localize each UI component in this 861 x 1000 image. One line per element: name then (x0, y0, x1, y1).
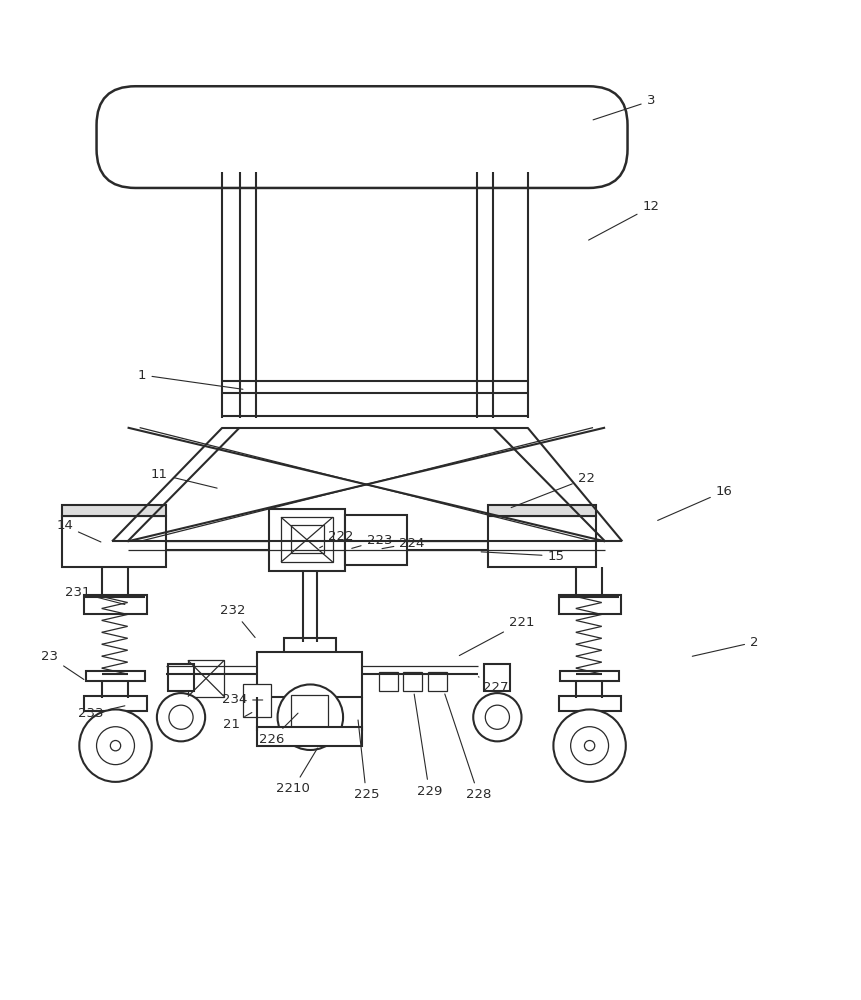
Bar (243, 684, 270, 717)
Bar (84, 595, 146, 614)
Text: 23: 23 (41, 650, 84, 679)
Circle shape (79, 709, 152, 782)
Circle shape (169, 705, 193, 729)
Text: 14: 14 (56, 519, 101, 542)
Text: 224: 224 (381, 537, 424, 550)
Text: 223: 223 (351, 534, 392, 548)
Circle shape (294, 702, 325, 733)
Text: 15: 15 (480, 550, 564, 563)
Bar (284, 638, 336, 653)
Circle shape (570, 727, 608, 765)
Bar (281, 517, 332, 562)
Bar (344, 515, 406, 565)
Bar (188, 660, 224, 697)
Text: 228: 228 (444, 694, 491, 801)
Circle shape (96, 727, 134, 765)
Text: 231: 231 (65, 586, 125, 604)
Bar (558, 696, 620, 711)
Circle shape (110, 740, 121, 751)
Text: 232: 232 (220, 604, 255, 637)
Bar (62, 505, 165, 516)
Circle shape (584, 740, 594, 751)
Text: 233: 233 (77, 706, 125, 720)
Bar (86, 671, 145, 681)
Bar (560, 671, 618, 681)
Text: 1: 1 (138, 369, 243, 389)
Bar (487, 505, 595, 516)
Bar (484, 664, 510, 691)
Bar (291, 695, 327, 731)
Bar (257, 727, 362, 746)
Text: 12: 12 (588, 200, 659, 240)
Text: 22: 22 (511, 472, 594, 508)
Circle shape (277, 684, 343, 750)
Bar (257, 652, 362, 697)
Circle shape (157, 693, 205, 741)
Text: 226: 226 (258, 713, 298, 746)
Text: 11: 11 (151, 468, 217, 488)
Bar (62, 516, 165, 567)
Text: 225: 225 (353, 720, 379, 801)
Bar (403, 672, 422, 691)
Text: 21: 21 (222, 713, 251, 731)
Text: 16: 16 (657, 485, 732, 520)
Text: 221: 221 (459, 616, 534, 656)
Bar (168, 664, 194, 691)
Bar (291, 525, 324, 553)
Bar (379, 672, 398, 691)
Text: 3: 3 (592, 94, 654, 120)
Circle shape (553, 709, 625, 782)
Text: 2210: 2210 (276, 748, 317, 795)
Text: 229: 229 (413, 694, 442, 798)
Bar (84, 696, 146, 711)
FancyBboxPatch shape (96, 86, 627, 188)
Bar (427, 672, 446, 691)
Bar (558, 595, 620, 614)
Circle shape (485, 705, 509, 729)
Text: 222: 222 (319, 530, 353, 548)
Text: 2: 2 (691, 636, 758, 656)
Circle shape (473, 693, 521, 741)
Text: 227: 227 (478, 677, 508, 694)
Bar (269, 509, 344, 571)
Bar (487, 516, 595, 567)
Text: 234: 234 (221, 693, 263, 706)
